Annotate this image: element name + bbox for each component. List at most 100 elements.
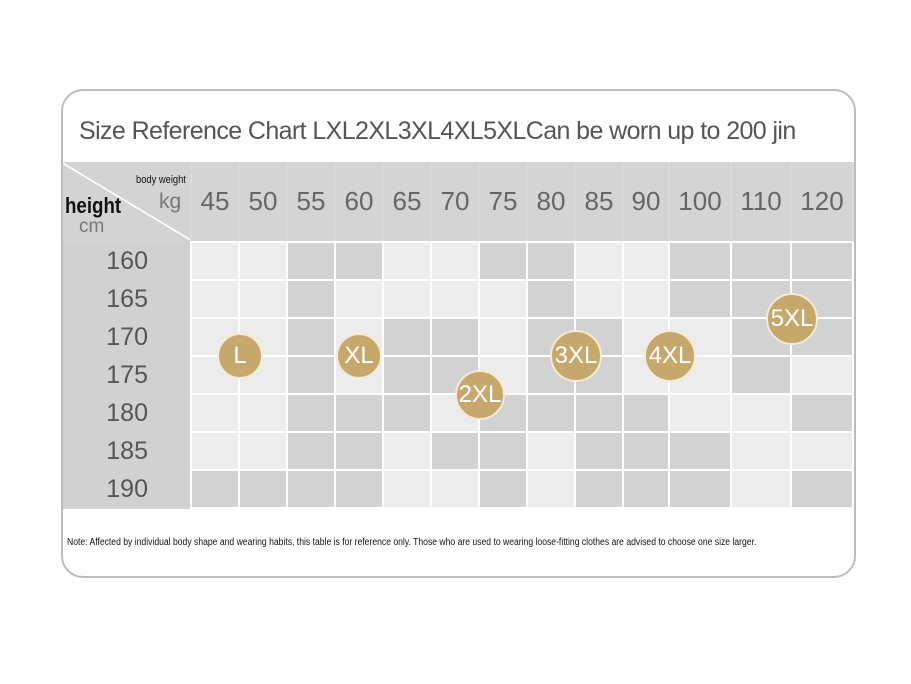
grid-cell — [192, 243, 238, 279]
grid-cell — [670, 281, 730, 317]
grid-cell — [288, 433, 334, 469]
grid-cell — [432, 281, 478, 317]
grid-cell — [624, 433, 668, 469]
weight-label: body weight — [136, 174, 186, 186]
grid-cell — [528, 395, 574, 431]
grid-cell — [432, 243, 478, 279]
grid-cell — [792, 433, 852, 469]
grid-cell — [192, 471, 238, 507]
height-label: height — [65, 193, 122, 218]
grid-cell — [384, 243, 430, 279]
height-header: 165 — [63, 281, 190, 317]
grid-cell — [288, 243, 334, 279]
height-header: 190 — [63, 471, 190, 507]
grid-cell — [240, 471, 286, 507]
size-badge: XL — [336, 333, 382, 379]
corner-cell — [63, 162, 190, 241]
grid-cell — [624, 243, 668, 279]
grid-cell — [528, 471, 574, 507]
grid-cell — [732, 433, 790, 469]
grid-cell — [384, 433, 430, 469]
grid-cell — [576, 433, 622, 469]
grid-cell — [624, 395, 668, 431]
grid-cell — [432, 319, 478, 355]
weight-header: 55 — [288, 162, 334, 241]
weight-header: 120 — [792, 162, 852, 241]
grid-cell — [288, 471, 334, 507]
weight-header: 45 — [192, 162, 238, 241]
grid-cell — [336, 395, 382, 431]
grid-cell — [528, 281, 574, 317]
grid-cell — [732, 395, 790, 431]
grid-cell — [240, 395, 286, 431]
grid-cell — [732, 471, 790, 507]
grid-cell — [576, 395, 622, 431]
size-badge: 2XL — [455, 370, 505, 420]
grid-cell — [288, 319, 334, 355]
grid-cell — [480, 471, 526, 507]
grid-cell — [384, 357, 430, 393]
grid-cell — [732, 357, 790, 393]
weight-header: 50 — [240, 162, 286, 241]
weight-header: 100 — [670, 162, 730, 241]
grid-cell — [480, 281, 526, 317]
size-chart-card: Size Reference Chart LXL2XL3XL4XL5XLCan … — [61, 89, 856, 578]
grid-cell — [192, 433, 238, 469]
grid-cell — [576, 243, 622, 279]
grid-cell — [670, 243, 730, 279]
chart-title: Size Reference Chart LXL2XL3XL4XL5XLCan … — [79, 117, 796, 145]
grid-cell — [240, 243, 286, 279]
grid-cell — [792, 471, 852, 507]
grid-cell — [240, 281, 286, 317]
weight-header: 90 — [624, 162, 668, 241]
grid-cell — [336, 471, 382, 507]
note: Note: Affected by individual body shape … — [67, 537, 757, 548]
grid-cell — [384, 395, 430, 431]
grid-cell — [336, 243, 382, 279]
size-badge: 5XL — [766, 293, 818, 345]
grid-cell — [670, 471, 730, 507]
height-unit: cm — [79, 216, 105, 237]
weight-header: 70 — [432, 162, 478, 241]
grid-cell — [624, 471, 668, 507]
grid-cell — [792, 357, 852, 393]
grid-cell — [732, 243, 790, 279]
weight-header: 80 — [528, 162, 574, 241]
grid-cell — [384, 471, 430, 507]
grid-cell — [288, 395, 334, 431]
grid-cell — [480, 433, 526, 469]
grid-cell — [432, 471, 478, 507]
weight-header: 110 — [732, 162, 790, 241]
grid-cell — [576, 471, 622, 507]
grid-cell — [670, 433, 730, 469]
size-badge: 4XL — [644, 330, 696, 382]
grid-cell — [384, 281, 430, 317]
height-header: 175 — [63, 357, 190, 393]
size-badge: 3XL — [550, 330, 602, 382]
grid-cell — [480, 319, 526, 355]
grid-cell — [192, 281, 238, 317]
height-header: 160 — [63, 243, 190, 279]
weight-header: 75 — [480, 162, 526, 241]
height-header: 185 — [63, 433, 190, 469]
weight-unit: kg — [159, 190, 182, 213]
grid-cell — [792, 395, 852, 431]
grid-cell — [336, 433, 382, 469]
grid-cell — [288, 281, 334, 317]
grid-cell — [576, 281, 622, 317]
grid-cell — [670, 395, 730, 431]
grid-cell — [336, 281, 382, 317]
grid-cell — [480, 243, 526, 279]
size-badge: L — [217, 333, 263, 379]
grid-cell — [792, 243, 852, 279]
weight-header: 65 — [384, 162, 430, 241]
weight-header: 85 — [576, 162, 622, 241]
grid-cell — [624, 281, 668, 317]
height-header: 170 — [63, 319, 190, 355]
grid-cell — [288, 357, 334, 393]
weight-header: 60 — [336, 162, 382, 241]
grid-cell — [384, 319, 430, 355]
height-header: 180 — [63, 395, 190, 431]
grid-cell — [192, 395, 238, 431]
